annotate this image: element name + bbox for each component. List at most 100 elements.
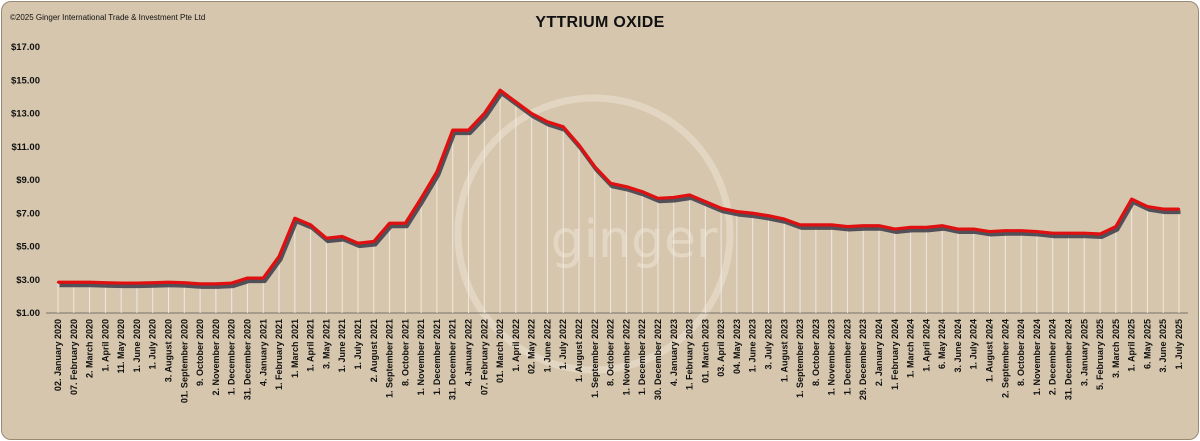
x-tick-label: 1. August 2023: [779, 319, 789, 382]
data-point: [135, 281, 139, 285]
data-point: [214, 282, 218, 286]
data-point: [277, 255, 281, 258]
data-point: [1162, 207, 1165, 211]
x-tick-label: 3. June 2025: [1158, 319, 1168, 373]
x-tick-label: 3. March 2025: [1111, 319, 1121, 378]
data-point: [72, 281, 75, 284]
x-tick-label: 2. August 2021: [369, 319, 379, 382]
data-point: [1051, 232, 1054, 235]
x-tick-label: 1. April 2025: [1127, 319, 1137, 372]
x-tick-label: 1. February 2024: [890, 319, 900, 390]
data-point: [1177, 207, 1181, 211]
data-point: [167, 281, 170, 284]
data-point: [719, 207, 723, 210]
data-point: [198, 282, 202, 286]
x-tick-label: 3. January 2025: [1079, 319, 1089, 386]
y-tick-label: $13.00: [11, 109, 40, 120]
x-tick-label: 1. November 2022: [621, 319, 631, 396]
data-point: [625, 185, 628, 188]
x-tick-label: 1. March 2021: [290, 319, 300, 378]
data-point: [514, 100, 518, 104]
x-tick-label: 04. May 2023: [732, 319, 742, 374]
x-tick-label: 4. January 2022: [464, 319, 474, 386]
x-tick-label: 4. January 2021: [258, 319, 268, 386]
x-tick-label: 1. April 2020: [100, 319, 110, 372]
data-point: [798, 223, 802, 227]
data-point: [925, 226, 928, 229]
x-tick-label: 29. December 2023: [858, 319, 868, 400]
data-point: [909, 226, 912, 229]
data-point: [609, 182, 612, 185]
chart-title: YTTRIUM OXIDE: [535, 14, 665, 31]
x-tick-label: 8. October 2024: [1016, 319, 1026, 386]
x-tick-label: 3. May 2021: [321, 319, 331, 369]
data-point: [593, 165, 597, 168]
x-tick-label: 1. July 2020: [148, 319, 158, 370]
x-tick-label: 31. December 2021: [448, 319, 458, 400]
data-point: [356, 241, 360, 245]
x-tick-label: 9. October 2020: [195, 319, 205, 386]
x-tick-label: 1. September 2021: [385, 319, 395, 398]
data-point: [688, 193, 691, 197]
watermark-ring: [454, 94, 734, 374]
ginger-watermark: ginger: [454, 94, 734, 374]
data-point: [293, 217, 297, 220]
data-point: [530, 112, 533, 115]
x-tick-label: 3. August 2020: [164, 319, 174, 382]
x-tick-label: 03. April 2023: [716, 319, 726, 377]
x-tick-label: 1. July 2025: [1174, 319, 1184, 370]
data-point: [814, 223, 818, 227]
data-point: [972, 227, 975, 231]
data-point: [546, 120, 549, 124]
data-point: [1019, 229, 1023, 232]
data-point: [1035, 230, 1039, 233]
data-point: [877, 224, 881, 227]
data-point: [577, 143, 581, 147]
x-tick-label: 01. March 2022: [495, 319, 505, 383]
data-point: [893, 227, 897, 231]
data-point: [846, 225, 849, 228]
x-tick-label: 1. June 2020: [132, 319, 142, 373]
x-tick-label: 01. March 2023: [700, 319, 710, 383]
data-point: [640, 190, 644, 193]
x-tick-label: 31. December 2024: [1063, 319, 1073, 400]
x-tick-label: 1. June 2023: [748, 319, 758, 373]
x-tick-label: 1. December 2021: [432, 319, 442, 395]
data-point: [783, 217, 786, 221]
x-tick-label: 1. June 2022: [542, 319, 552, 373]
data-point: [151, 281, 154, 284]
data-point: [372, 240, 375, 243]
data-point: [735, 210, 739, 213]
x-tick-label: 5. February 2025: [1095, 319, 1105, 390]
data-point: [1067, 232, 1070, 235]
x-tick-label: 1. November 2023: [827, 319, 837, 396]
x-tick-label: 3. July 2023: [763, 319, 773, 370]
x-tick-label: 1. July 2022: [558, 319, 568, 370]
x-tick-label: 07. February 2022: [479, 319, 489, 395]
x-tick-label: 1. August 2024: [985, 319, 995, 382]
x-tick-label: 1. April 2021: [306, 319, 316, 372]
x-tick-label: 01. September 2020: [179, 319, 189, 403]
data-point: [704, 200, 707, 203]
x-tick-label: 1. December 2023: [842, 319, 852, 395]
x-tick-label: 11. May 2020: [116, 319, 126, 374]
data-point: [183, 281, 186, 284]
data-point: [940, 224, 944, 227]
x-tick-label: 3. June 2024: [953, 319, 963, 373]
y-tick-label: $7.00: [16, 208, 40, 219]
x-tick-label: 02. May 2022: [527, 319, 537, 374]
x-tick-label: 31. December 2020: [242, 319, 252, 400]
x-tick-label: 1. February 2021: [274, 319, 284, 390]
data-point: [1114, 225, 1118, 228]
y-tick-label: $11.00: [11, 142, 40, 153]
data-point: [404, 222, 407, 225]
y-tick-label: $15.00: [11, 75, 40, 86]
x-tick-label: 2. September 2024: [1000, 319, 1010, 398]
x-tick-label: 2. December 2024: [1048, 319, 1058, 395]
x-tick-label: 1. June 2021: [337, 319, 347, 373]
x-tick-label: 4. January 2023: [669, 319, 679, 386]
data-point: [988, 230, 991, 233]
copyright-text: ©2025 Ginger International Trade & Inves…: [10, 13, 206, 22]
x-tick-label: 2. January 2024: [874, 319, 884, 386]
